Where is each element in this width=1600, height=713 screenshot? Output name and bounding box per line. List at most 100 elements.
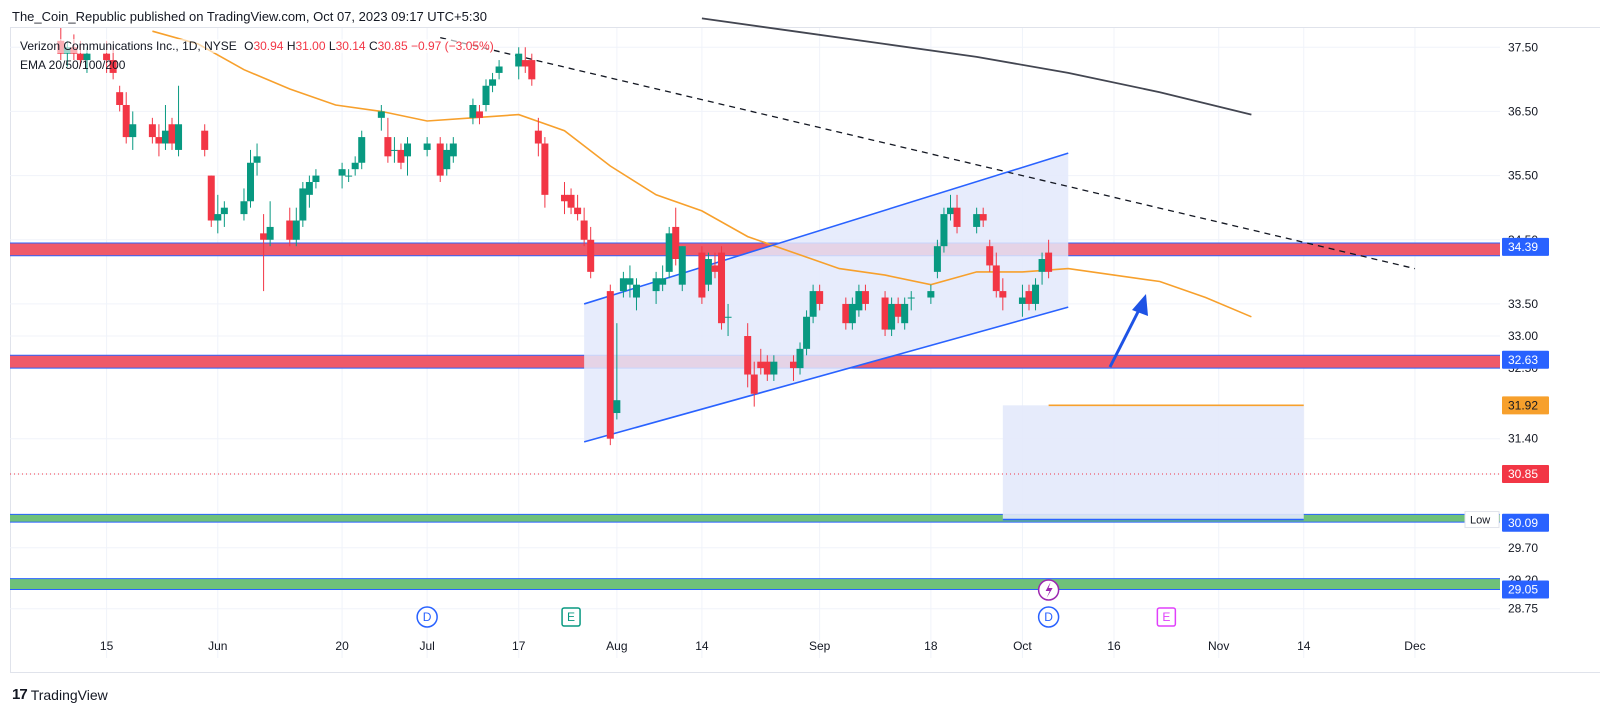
- indicator-lines: [10, 17, 1500, 521]
- candle-body: [973, 214, 981, 227]
- price-axis[interactable]: 37.5036.5035.5034.5033.5033.0032.5031.40…: [1464, 40, 1549, 616]
- candle-body: [1032, 284, 1040, 304]
- chart-frame: [10, 27, 1600, 673]
- candle-body: [475, 111, 483, 118]
- candle-body: [946, 207, 954, 215]
- candle-body: [175, 124, 183, 150]
- time-tick: 15: [100, 639, 114, 653]
- time-axis[interactable]: 15 Jun 20 Jul 17 Aug 14 Sep 18 Oct 16 Nov 14 Dec: [100, 639, 1426, 653]
- candle-body: [116, 92, 124, 106]
- close-label: C: [368, 39, 378, 53]
- open-label: O: [244, 39, 254, 53]
- descending-resistance: [440, 36, 1416, 270]
- candle-body: [672, 226, 680, 260]
- resistance-zone-upper: [10, 242, 1500, 256]
- candle-body: [901, 303, 909, 324]
- candle-body: [240, 201, 248, 215]
- candle-body: [803, 316, 811, 349]
- candle-body: [161, 130, 169, 144]
- candle-body: [443, 149, 451, 170]
- candle-body: [449, 143, 457, 157]
- candle-body: [377, 111, 385, 118]
- candle-body: [659, 278, 667, 285]
- candle-body: [986, 246, 994, 266]
- candle-body: [757, 361, 765, 369]
- tradingview-brand[interactable]: 17 TradingView: [12, 686, 108, 703]
- event-label: D: [1044, 610, 1053, 624]
- symbol-legend[interactable]: Verizon Communications Inc., 1D, NYSE O 3…: [20, 39, 494, 53]
- indicator-legend[interactable]: EMA 20/50/100/200: [20, 58, 126, 72]
- candle-body: [358, 137, 366, 163]
- candle-body: [770, 361, 778, 375]
- candle-body: [809, 291, 817, 317]
- candle-body: [122, 105, 130, 138]
- support-zone-upper: [10, 514, 1500, 523]
- candle-body: [482, 85, 490, 106]
- price-label-text: 29.05: [1508, 582, 1538, 596]
- candle-body: [763, 361, 771, 375]
- candles[interactable]: [57, 28, 1053, 446]
- candle-body: [436, 143, 444, 176]
- candle-body: [574, 207, 582, 215]
- candle-body: [390, 149, 398, 151]
- time-tick: Jul: [419, 639, 434, 653]
- candle-body: [266, 226, 274, 240]
- support-zone-lower: [10, 578, 1500, 590]
- price-tick: 28.75: [1508, 602, 1538, 616]
- time-tick: 16: [1107, 639, 1121, 653]
- dividend-icon: [416, 606, 438, 628]
- candle-body: [848, 303, 856, 324]
- high-value: 31.00: [295, 39, 326, 53]
- arrow-up-icon: [1132, 294, 1148, 316]
- time-tick: 20: [335, 639, 349, 653]
- candle-body: [907, 297, 915, 299]
- candle-body: [305, 182, 313, 195]
- close-value: 30.85: [377, 39, 408, 53]
- candle-body: [109, 60, 117, 73]
- time-tick: 14: [1297, 639, 1311, 653]
- arrow-shaft: [1108, 303, 1144, 368]
- candle-body: [561, 194, 569, 202]
- candle-body: [613, 400, 621, 414]
- candle-body: [528, 60, 536, 80]
- candle-body: [345, 175, 353, 177]
- candle-body: [678, 246, 686, 285]
- low-label: L: [328, 39, 336, 53]
- time-tick: Jun: [208, 639, 227, 653]
- candle-body: [384, 137, 392, 157]
- candle-body: [587, 239, 595, 272]
- candle-body: [796, 348, 804, 369]
- time-tick: Sep: [809, 639, 831, 653]
- candle-body: [652, 278, 660, 292]
- price-tick: 31.40: [1508, 432, 1538, 446]
- low-tag-label: Low: [1470, 515, 1490, 527]
- time-tick: Aug: [606, 639, 627, 653]
- candle-body: [168, 124, 176, 144]
- projection-box: [1002, 405, 1304, 520]
- candle-body: [351, 162, 359, 170]
- channel-lower: [583, 306, 1069, 443]
- candle-body: [626, 278, 634, 285]
- candle-body: [286, 220, 294, 240]
- time-tick: Dec: [1404, 639, 1425, 653]
- price-label-badge: [1502, 396, 1549, 415]
- high-label: H: [286, 39, 296, 53]
- candle-body: [155, 137, 163, 144]
- candle-body: [855, 291, 863, 311]
- candle-body: [495, 66, 503, 73]
- event-label: E: [1162, 610, 1170, 624]
- candle-body: [76, 53, 84, 61]
- candle-body: [953, 207, 961, 227]
- price-label-text: 32.63: [1508, 353, 1538, 367]
- candle-body: [894, 303, 902, 317]
- candle-body: [253, 156, 261, 163]
- candle-body: [619, 278, 627, 292]
- symbol-name[interactable]: Verizon Communications Inc., 1D, NYSE: [20, 39, 237, 53]
- candle-body: [534, 130, 542, 144]
- candle-body: [129, 124, 137, 138]
- price-label-badge: [1502, 237, 1549, 256]
- candle-body: [423, 143, 431, 150]
- price-tick: 33.00: [1508, 329, 1538, 343]
